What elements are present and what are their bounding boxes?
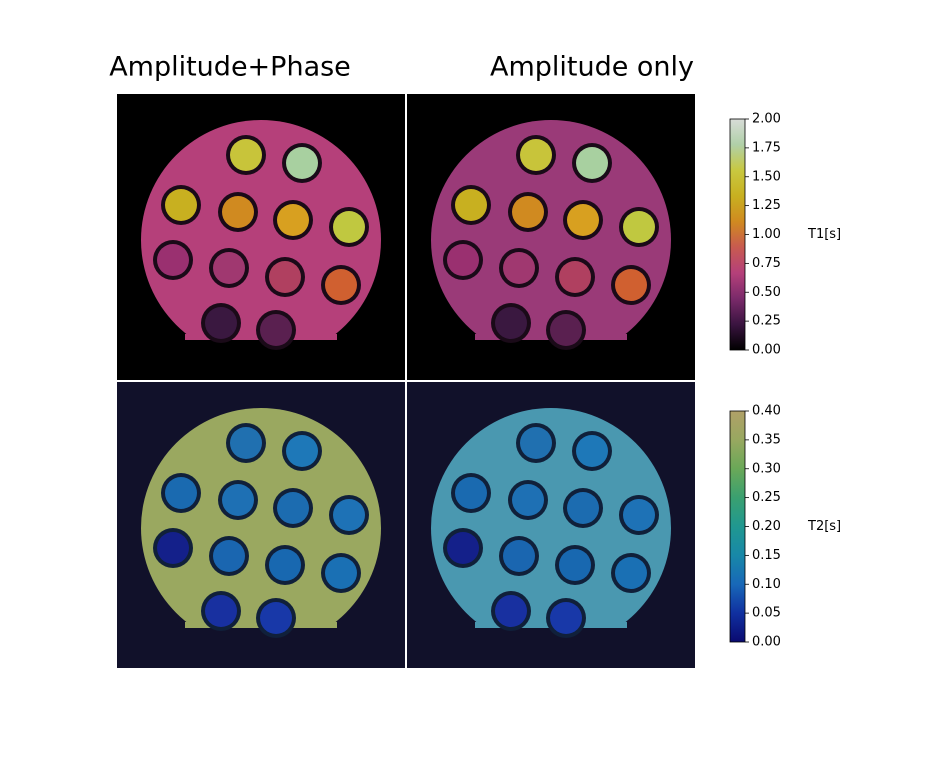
vial — [520, 139, 552, 171]
vial — [576, 147, 608, 179]
vial — [165, 477, 197, 509]
vial — [615, 557, 647, 589]
vial — [157, 532, 189, 564]
vial — [269, 549, 301, 581]
vial — [325, 557, 357, 589]
vial — [165, 189, 197, 221]
vial — [512, 484, 544, 516]
colorbar-tick-label: 0.25 — [752, 490, 781, 505]
vial — [286, 435, 318, 467]
colorbar-tick-label: 0.00 — [752, 343, 781, 358]
vial — [230, 139, 262, 171]
vial — [260, 602, 292, 634]
vial — [213, 540, 245, 572]
vial — [495, 595, 527, 627]
colorbar-label: T2[s] — [807, 519, 841, 534]
vial — [325, 269, 357, 301]
colorbar-tick-label: 0.40 — [752, 404, 781, 419]
vial — [277, 204, 309, 236]
vial — [550, 602, 582, 634]
column-title: Amplitude+Phase — [109, 52, 351, 83]
colorbar-tick-label: 0.20 — [752, 519, 781, 534]
vial — [286, 147, 318, 179]
colorbar-tick-label: 0.30 — [752, 461, 781, 476]
vial — [623, 211, 655, 243]
colorbar-tick-label: 0.25 — [752, 314, 781, 329]
vial — [277, 492, 309, 524]
phantom — [141, 120, 381, 340]
colorbar-tick-label: 0.50 — [752, 285, 781, 300]
phantom — [431, 120, 671, 340]
vial — [550, 314, 582, 346]
vial — [269, 261, 301, 293]
colorbar-tick-label: 0.05 — [752, 606, 781, 621]
vial — [495, 307, 527, 339]
vial — [333, 211, 365, 243]
phantom — [141, 408, 381, 628]
vial — [447, 532, 479, 564]
colorbar-tick-label: 1.75 — [752, 140, 781, 155]
colorbar-tick-label: 0.15 — [752, 548, 781, 563]
colorbar-label: T1[s] — [807, 227, 841, 242]
image-panels — [117, 94, 695, 668]
colorbar-tick-label: 0.35 — [752, 432, 781, 447]
colorbar-tick-label: 0.10 — [752, 577, 781, 592]
vial — [576, 435, 608, 467]
colorbar — [729, 410, 746, 643]
vial — [567, 204, 599, 236]
colorbar-tick-label: 1.00 — [752, 227, 781, 242]
vial — [503, 540, 535, 572]
vial — [455, 477, 487, 509]
vial — [230, 427, 262, 459]
vial — [503, 252, 535, 284]
colorbar-tick-label: 0.75 — [752, 256, 781, 271]
vial — [260, 314, 292, 346]
vial — [205, 307, 237, 339]
vial — [559, 549, 591, 581]
vial — [222, 484, 254, 516]
vial — [222, 196, 254, 228]
vial — [213, 252, 245, 284]
vial — [455, 189, 487, 221]
vial — [559, 261, 591, 293]
colorbar-tick-label: 0.00 — [752, 635, 781, 650]
colorbar-tick-label: 1.25 — [752, 198, 781, 213]
vial — [205, 595, 237, 627]
colorbar-tick-label: 2.00 — [752, 112, 781, 127]
phantom — [431, 408, 671, 628]
vial — [512, 196, 544, 228]
vial — [157, 244, 189, 276]
colorbar — [729, 118, 746, 351]
vial — [520, 427, 552, 459]
vial — [567, 492, 599, 524]
column-title: Amplitude only — [490, 52, 694, 83]
vial — [615, 269, 647, 301]
colorbar-tick-label: 1.50 — [752, 169, 781, 184]
vial — [447, 244, 479, 276]
vial — [623, 499, 655, 531]
vial — [333, 499, 365, 531]
